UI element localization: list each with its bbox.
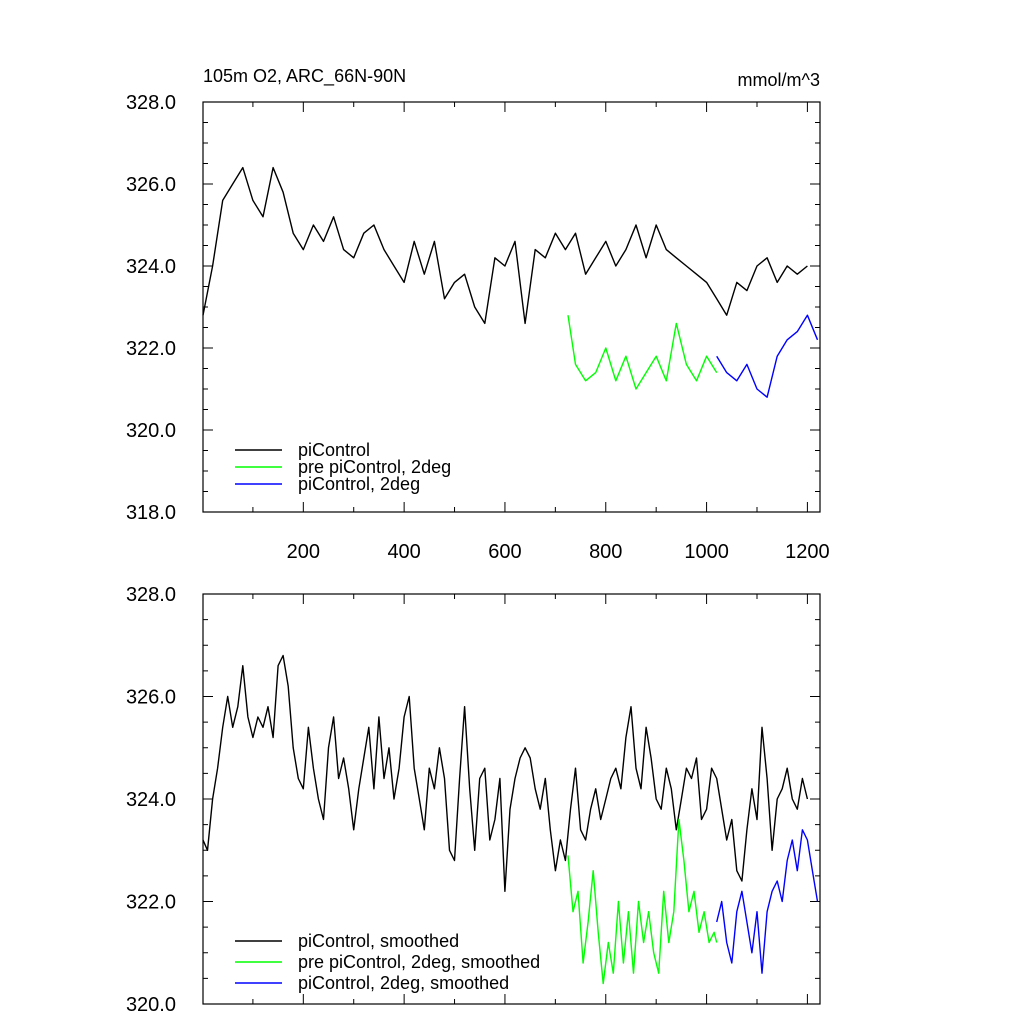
x-tick-label: 200 xyxy=(287,541,320,563)
x-tick-label: 1200 xyxy=(785,541,830,563)
series-line-pre-picontrol-2deg xyxy=(567,315,718,390)
y-tick-label: 328.0 xyxy=(126,584,176,606)
x-tick-label: 600 xyxy=(488,541,521,563)
y-tick-label: 324.0 xyxy=(126,789,176,811)
legend-label: pre piControl, 2deg xyxy=(298,457,451,477)
legend-label: pre piControl, 2deg, smoothed xyxy=(298,952,540,972)
units-label: mmol/m^3 xyxy=(738,70,820,90)
x-tick-label: 1000 xyxy=(684,541,729,563)
y-tick-label: 320.0 xyxy=(126,420,176,442)
y-tick-label: 322.0 xyxy=(126,892,176,914)
y-tick-label: 326.0 xyxy=(126,174,176,196)
y-tick-label: 318.0 xyxy=(126,502,176,524)
legend-label: piControl, smoothed xyxy=(298,931,459,951)
axis-ticks: 320.0 322.0 324.0 326.0 328.0 xyxy=(126,584,820,1016)
top-panel: 105m O2, ARC_66N-90N mmol/m^3 318.0 320.0… xyxy=(126,66,830,563)
series-group xyxy=(202,654,819,985)
x-tick-label: 800 xyxy=(589,541,622,563)
series-line-picontrol-2deg xyxy=(716,314,819,398)
y-tick-label: 320.0 xyxy=(126,994,176,1016)
series-line-picontrol-2deg-smoothed xyxy=(716,829,819,974)
series-line-pre-picontrol-2deg-smoothed xyxy=(567,818,718,985)
series-line-picontrol-smoothed xyxy=(202,654,809,892)
chart-title: 105m O2, ARC_66N-90N xyxy=(203,66,406,87)
legend-label: piControl, 2deg xyxy=(298,474,420,494)
bottom-panel: 320.0 322.0 324.0 326.0 328.0 piControl, smo… xyxy=(126,584,821,1016)
legend-label: piControl xyxy=(298,440,370,460)
y-tick-label: 324.0 xyxy=(126,256,176,278)
y-tick-label: 328.0 xyxy=(126,92,176,114)
axis-ticks: 318.0 320.0 322.0 324.0 326.0 328.0 200 400 600 8… xyxy=(126,92,830,563)
y-tick-label: 326.0 xyxy=(126,687,176,709)
series-line-picontrol xyxy=(202,166,808,325)
y-tick-label: 322.0 xyxy=(126,338,176,360)
x-tick-label: 400 xyxy=(387,541,420,563)
legend-label: piControl, 2deg, smoothed xyxy=(298,973,509,993)
series-group xyxy=(202,166,819,398)
